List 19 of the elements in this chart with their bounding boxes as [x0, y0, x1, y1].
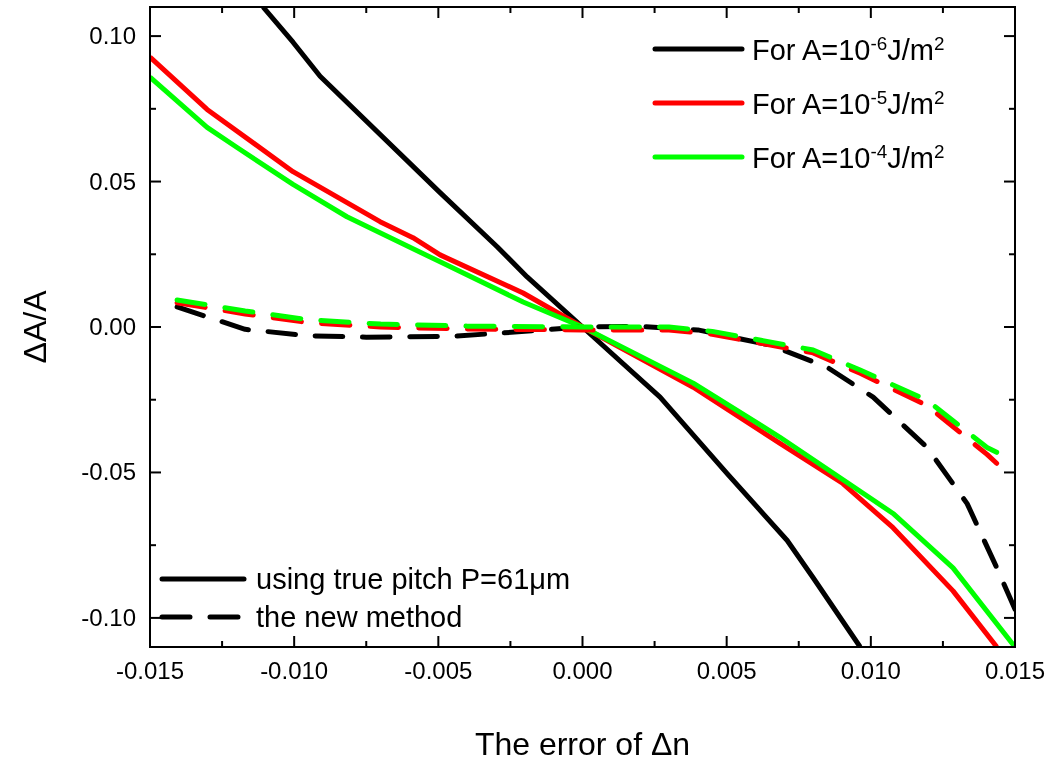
y-axis-title: ΔA/A [17, 289, 53, 364]
x-tick-label: 0.005 [696, 657, 757, 684]
y-tick-label: 0.00 [89, 313, 136, 340]
y-tick-label: 0.10 [89, 22, 136, 50]
x-tick-label: 0.000 [552, 657, 613, 684]
annotation: the new method [256, 601, 463, 633]
x-tick-label: -0.010 [260, 657, 329, 684]
legend-label: For A=10$^{-6}$J/m$^{2}$ [752, 32, 945, 66]
legend-label: For A=10$^{-4}$J/m$^{2}$ [752, 140, 945, 174]
legend-label: For A=10$^{-5}$J/m$^{2}$ [752, 86, 945, 120]
y-tick-label: 0.05 [89, 167, 136, 195]
x-axis-title: The error of Δn [474, 726, 691, 762]
x-tick-label: -0.005 [404, 657, 473, 684]
x-tick-label: -0.015 [115, 657, 185, 684]
x-tick-label: 0.015 [984, 657, 1046, 684]
y-tick-label: -0.10 [81, 603, 136, 631]
y-tick-label: -0.05 [81, 458, 136, 486]
x-tick-label: 0.010 [840, 657, 901, 684]
annotation: using true pitch P=61μm [256, 563, 571, 595]
